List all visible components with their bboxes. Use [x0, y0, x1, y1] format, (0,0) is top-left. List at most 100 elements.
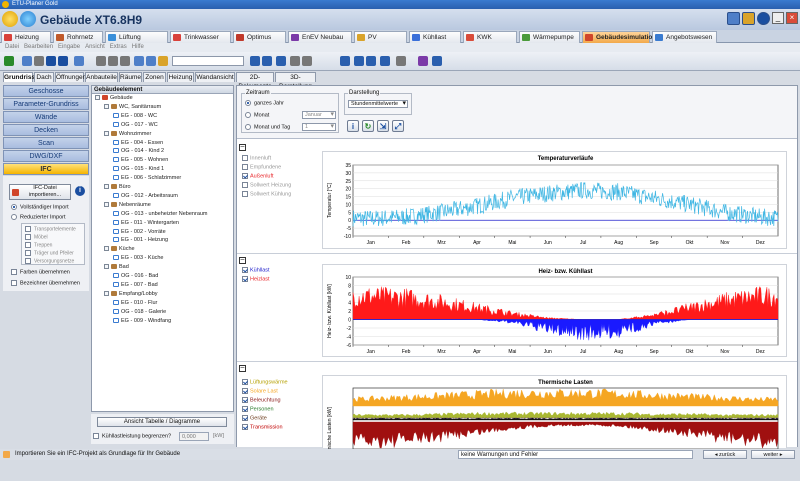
module-tab-11[interactable]: Angebotswesen: [652, 31, 717, 43]
legend-checkbox[interactable]: [242, 182, 248, 188]
legend-checkbox[interactable]: [242, 379, 248, 385]
tree-room-item[interactable]: EG - 009 - Windfang: [113, 318, 171, 325]
legend-item[interactable]: Transmission: [242, 424, 288, 433]
legend-checkbox[interactable]: [242, 267, 248, 273]
collapse-thermal-button[interactable]: –: [239, 364, 246, 372]
tree-room-item[interactable]: EG - 008 - WC: [113, 113, 157, 120]
legend-checkbox[interactable]: [242, 406, 248, 412]
back-button[interactable]: ◂ zurück: [703, 450, 747, 459]
reduced-option-3[interactable]: Träger und Pfeiler: [25, 250, 74, 256]
tree-folder-item[interactable]: Wohnzimmer: [104, 131, 151, 138]
toolbar-tool-icon-23[interactable]: [432, 56, 442, 66]
module-tab-1[interactable]: Rohrnetz: [53, 31, 103, 43]
reduced-option-2[interactable]: Treppen: [25, 242, 52, 248]
tree-root-item[interactable]: Gebäude: [95, 95, 133, 102]
collapse-temperature-button[interactable]: –: [239, 143, 246, 151]
module-tab-0[interactable]: Heizung: [1, 31, 51, 43]
tree-toggle-icon[interactable]: [104, 201, 109, 207]
tree-folder-item[interactable]: Küche: [104, 246, 135, 253]
subtab-6[interactable]: Heizung: [167, 72, 194, 82]
toolbar-tool-icon-20[interactable]: [380, 56, 390, 66]
nav-decken[interactable]: Decken: [3, 124, 89, 136]
tree-room-item[interactable]: OG - 015 - Kind 1: [113, 166, 164, 173]
module-tab-8[interactable]: KWK: [463, 31, 517, 43]
tree-folder-item[interactable]: Empfang/Lobby: [104, 291, 158, 298]
toolbar-tool-icon-10[interactable]: [146, 56, 156, 66]
reduced-option-checkbox[interactable]: [25, 234, 31, 240]
ifc-import-button[interactable]: IFC-Datei importieren...: [9, 184, 71, 200]
cooling-limit-input[interactable]: 0,000: [179, 432, 209, 441]
tree-room-item[interactable]: OG - 017 - WC: [113, 122, 158, 129]
subtab-5[interactable]: Zonen: [143, 72, 166, 82]
legend-checkbox[interactable]: [242, 388, 248, 394]
tree-folder-item[interactable]: Nebenräume: [104, 202, 151, 209]
toolbar-tool-icon-5[interactable]: [74, 56, 84, 66]
legend-checkbox[interactable]: [242, 424, 248, 430]
subtab-2[interactable]: Öffnungen: [55, 72, 87, 82]
reduced-option-1[interactable]: Möbel: [25, 234, 48, 240]
subtab-8[interactable]: 2D-Dokumente: [236, 72, 274, 90]
radio-month[interactable]: Monat: [245, 112, 269, 118]
tree-room-item[interactable]: EG - 007 - Bad: [113, 282, 158, 289]
reduced-option-checkbox[interactable]: [25, 258, 31, 264]
next-button[interactable]: weiter ▸: [751, 450, 795, 459]
toolbar-tool-icon-11[interactable]: [158, 56, 168, 66]
tree-room-item[interactable]: EG - 002 - Vorräte: [113, 229, 166, 236]
legend-checkbox[interactable]: [242, 173, 248, 179]
legend-checkbox[interactable]: [242, 191, 248, 197]
menu-item-4[interactable]: Extras: [109, 44, 127, 50]
tree-room-item[interactable]: OG - 018 - Galerie: [113, 309, 166, 316]
ifc-info-icon[interactable]: i: [75, 186, 85, 196]
module-tab-6[interactable]: PV: [354, 31, 407, 43]
tree-room-item[interactable]: EG - 005 - Wohnen: [113, 157, 168, 164]
limit-cooling-check[interactable]: Kühllastleistung begrenzen?: [93, 433, 171, 439]
tree-room-item[interactable]: EG - 011 - Wintergarten: [113, 220, 179, 227]
nav-ifc[interactable]: IFC: [3, 163, 89, 175]
info-icon[interactable]: [757, 12, 770, 25]
legend-checkbox[interactable]: [242, 155, 248, 161]
legend-item[interactable]: Beleuchtung: [242, 397, 288, 406]
menu-item-1[interactable]: Bearbeiten: [24, 44, 54, 50]
module-tab-3[interactable]: Trinkwasser: [170, 31, 231, 43]
menu-item-2[interactable]: Eingabe: [58, 44, 81, 50]
nav-parameter-grundriss[interactable]: Parameter-Grundriss: [3, 98, 89, 110]
toolbar-tool-icon-22[interactable]: [418, 56, 428, 66]
legend-item[interactable]: Personen: [242, 406, 288, 415]
legend-item[interactable]: Geräte: [242, 415, 288, 424]
subtab-9[interactable]: 3D-Darstellung: [275, 72, 316, 90]
legend-item[interactable]: Lüftungswärme: [242, 379, 288, 388]
toolbar-tool-icon-6[interactable]: [96, 56, 106, 66]
tree-room-item[interactable]: EG - 004 - Essen: [113, 140, 163, 147]
refresh-icon[interactable]: ↻: [362, 120, 374, 132]
tree-toggle-icon[interactable]: [104, 246, 109, 252]
tree-folder-item[interactable]: Büro: [104, 184, 131, 191]
fit-view-icon[interactable]: ⤢: [392, 120, 404, 132]
toolbar-tool-icon-2[interactable]: [34, 56, 44, 66]
subtab-1[interactable]: Dach: [34, 72, 54, 82]
toolbar-tool-icon-14[interactable]: [276, 56, 286, 66]
reduced-option-0[interactable]: Transportelemente: [25, 226, 76, 232]
legend-item[interactable]: Kühllast: [242, 267, 270, 276]
toolbar-tool-icon-8[interactable]: [120, 56, 130, 66]
tree-toggle-icon[interactable]: [104, 290, 109, 296]
tree-toggle-icon[interactable]: [104, 130, 109, 136]
subtab-0[interactable]: Grundriss: [3, 72, 36, 82]
toolbar-tool-icon-9[interactable]: [134, 56, 144, 66]
legend-checkbox[interactable]: [242, 164, 248, 170]
subtab-3[interactable]: Anbauteile: [85, 72, 118, 82]
toolbar-tool-icon-3[interactable]: [46, 56, 56, 66]
tree-toggle-icon[interactable]: [104, 264, 109, 270]
check-colors[interactable]: Farben übernehmen: [11, 269, 70, 275]
legend-item[interactable]: Solare Last: [242, 388, 288, 397]
folder-icon[interactable]: [742, 12, 755, 25]
module-tab-10[interactable]: Gebäudesimulation: [582, 31, 656, 43]
tree-room-item[interactable]: EG - 010 - Flur: [113, 300, 157, 307]
radio-year[interactable]: ganzes Jahr: [245, 100, 284, 106]
legend-item[interactable]: Empfundene: [242, 164, 291, 173]
legend-item[interactable]: Außenluft: [242, 173, 291, 182]
module-tab-2[interactable]: Lüftung: [105, 31, 168, 43]
nav-w-nde[interactable]: Wände: [3, 111, 89, 123]
darstellung-select[interactable]: Stundenmittelwerte: [348, 100, 408, 108]
toolbar-tool-icon-13[interactable]: [262, 56, 272, 66]
tree-room-item[interactable]: OG - 014 - Kind 2: [113, 148, 164, 155]
